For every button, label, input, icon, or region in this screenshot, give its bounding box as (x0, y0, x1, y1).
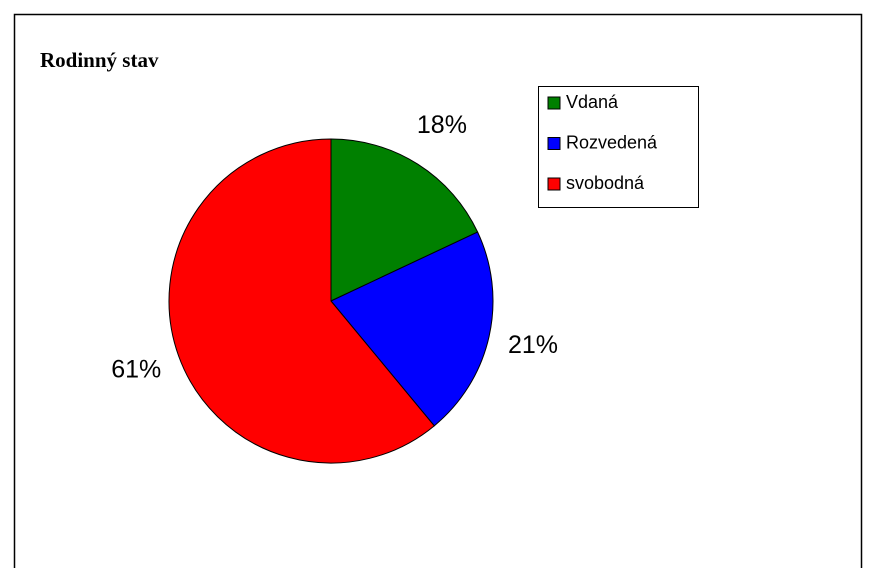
data-label: 61% (111, 356, 161, 384)
legend-swatch (547, 177, 561, 191)
legend-label: svobodná (566, 173, 645, 193)
legend-swatch (547, 96, 561, 110)
chart-title: Rodinný stav (40, 48, 159, 72)
legend-swatch (547, 137, 561, 150)
legend-label: Rozvedená (566, 132, 658, 152)
pie-slice (330, 231, 494, 427)
legend-box (538, 86, 699, 208)
legend-label: Vdaná (566, 92, 619, 112)
data-label: 21% (508, 331, 558, 359)
data-label: 18% (417, 111, 467, 139)
pie-slice (330, 138, 479, 302)
pie-slice (168, 138, 435, 464)
